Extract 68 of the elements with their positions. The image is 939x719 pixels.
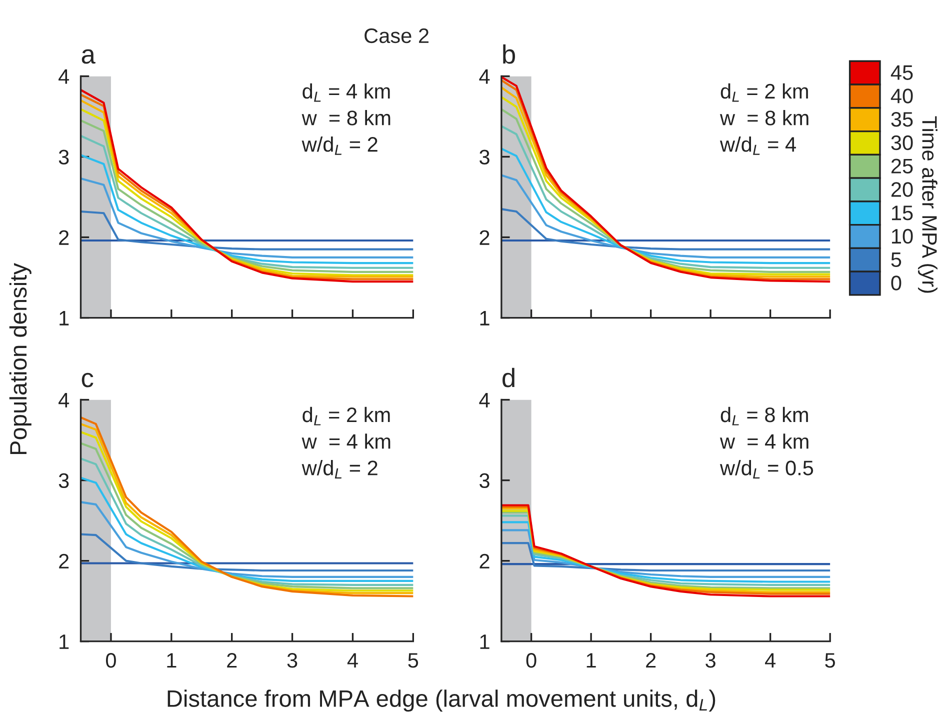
annotation: w/d$_{L}$ = 2 bbox=[302, 460, 378, 478]
y-tick-label: 3 bbox=[480, 150, 490, 164]
chart-subtitle: d bbox=[502, 368, 514, 388]
legend-label: 20 bbox=[891, 182, 913, 197]
annotation: w/d$_{L}$ = 0.5 bbox=[720, 460, 814, 478]
y-tick-label: 2 bbox=[59, 554, 69, 568]
legend-title: Time after MPA (yr) bbox=[918, 116, 938, 293]
x-tick-label: 3 bbox=[706, 653, 716, 668]
line-series bbox=[80, 154, 414, 264]
x-tick-label: 5 bbox=[408, 653, 418, 668]
annotation: d$_{L}$ = 8 km bbox=[720, 406, 808, 426]
legend-label: 30 bbox=[891, 135, 913, 150]
y-axis-title: Population density bbox=[9, 263, 32, 454]
line-series bbox=[80, 500, 414, 578]
annotation: w = 8 km bbox=[720, 110, 808, 126]
y-tick-label: 2 bbox=[480, 554, 490, 568]
y-tick-label: 4 bbox=[58, 69, 70, 84]
line-series bbox=[80, 177, 414, 258]
annotation: w = 4 km bbox=[720, 434, 808, 449]
chart-subtitle: b bbox=[503, 44, 515, 64]
legend-label: 45 bbox=[890, 65, 913, 80]
legend-label: 5 bbox=[891, 252, 902, 268]
y-tick-label: 2 bbox=[480, 230, 490, 245]
y-tick-label: 3 bbox=[58, 473, 69, 488]
x-tick-label: 2 bbox=[227, 653, 237, 668]
line-series bbox=[80, 210, 414, 250]
y-tick-label: 3 bbox=[58, 150, 69, 164]
line-series bbox=[501, 174, 830, 258]
y-tick-label: 2 bbox=[59, 230, 69, 245]
chart-title: Case 2 bbox=[364, 28, 428, 44]
annotation: d$_{L}$ = 2 km bbox=[720, 83, 808, 102]
legend-label: 35 bbox=[891, 112, 913, 127]
legend-label: 15 bbox=[892, 206, 913, 220]
chart-subtitle: a bbox=[82, 49, 96, 64]
x-tick-label: 0 bbox=[526, 653, 536, 668]
chart-subtitle: c bbox=[82, 372, 94, 388]
y-tick-label: 4 bbox=[479, 69, 490, 84]
line-series bbox=[501, 529, 830, 578]
legend-label: 25 bbox=[891, 158, 913, 174]
y-tick-label: 1 bbox=[480, 634, 490, 649]
y-tick-label: 1 bbox=[480, 311, 490, 326]
annotation: w = 4 km bbox=[302, 434, 390, 449]
x-tick-label: 5 bbox=[825, 653, 835, 668]
x-tick-label: 4 bbox=[765, 653, 776, 668]
annotation: d$_{L}$ = 2 km bbox=[302, 406, 390, 426]
annotation: w/d$_{L}$ = 4 bbox=[720, 136, 796, 155]
line-series bbox=[80, 476, 414, 582]
line-series bbox=[80, 533, 414, 572]
x-tick-label: 1 bbox=[167, 653, 176, 668]
annotation: w = 8 km bbox=[302, 110, 390, 126]
y-tick-label: 1 bbox=[60, 634, 69, 649]
y-tick-label: 4 bbox=[58, 392, 70, 408]
line-series bbox=[501, 542, 830, 572]
x-axis-title: Distance from MPA edge (larval movement units, d$_{L}$) bbox=[168, 690, 716, 712]
legend-label: 0 bbox=[891, 276, 902, 290]
legend-label: 40 bbox=[890, 88, 913, 104]
x-tick-label: 2 bbox=[646, 653, 656, 668]
x-tick-label: 4 bbox=[347, 653, 358, 668]
x-tick-label: 0 bbox=[106, 653, 116, 668]
x-tick-label: 3 bbox=[287, 653, 298, 668]
y-tick-label: 3 bbox=[480, 473, 490, 488]
annotation: d$_{L}$ = 4 km bbox=[302, 83, 390, 102]
y-tick-label: 1 bbox=[60, 311, 69, 326]
line-series bbox=[501, 208, 830, 250]
x-tick-label: 1 bbox=[586, 653, 596, 668]
y-tick-label: 4 bbox=[479, 392, 490, 408]
annotation: w/d$_{L}$ = 2 bbox=[302, 136, 378, 155]
legend-label: 10 bbox=[892, 228, 913, 244]
